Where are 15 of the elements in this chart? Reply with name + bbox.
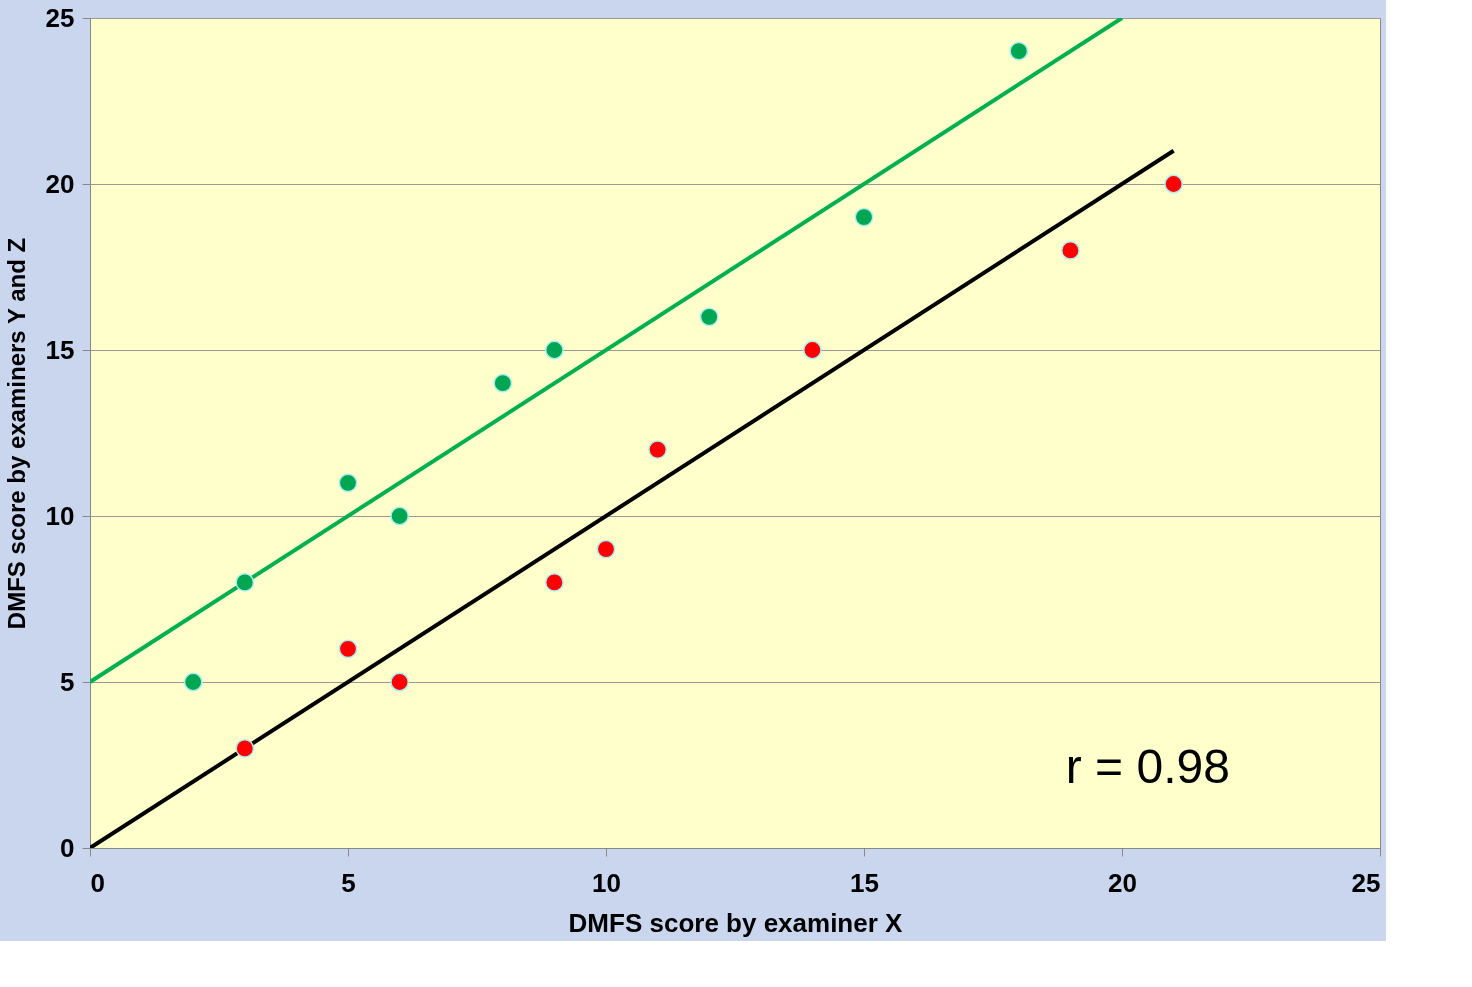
y-tick-label: 0 xyxy=(60,832,75,863)
x-tick-label: 25 xyxy=(1351,867,1381,898)
x-tick-label: 20 xyxy=(1108,867,1137,898)
y-axis-title: DMFS score by examiners Y and Z xyxy=(2,237,30,630)
x-tick-label: 5 xyxy=(341,867,356,898)
annotation: r = 0.98 xyxy=(1065,740,1230,794)
x-axis-title: DMFS score by examiner X xyxy=(568,907,904,938)
y-tick-label: 25 xyxy=(45,2,75,33)
x-tick-label: 0 xyxy=(90,867,105,898)
x-tick-label: 15 xyxy=(850,867,879,898)
y-tick-label: 5 xyxy=(60,666,75,697)
y-tick-label: 15 xyxy=(45,334,75,365)
y-tick-label: 20 xyxy=(45,168,75,199)
y-tick-label: 10 xyxy=(45,500,75,531)
x-tick-label: 10 xyxy=(592,867,621,898)
